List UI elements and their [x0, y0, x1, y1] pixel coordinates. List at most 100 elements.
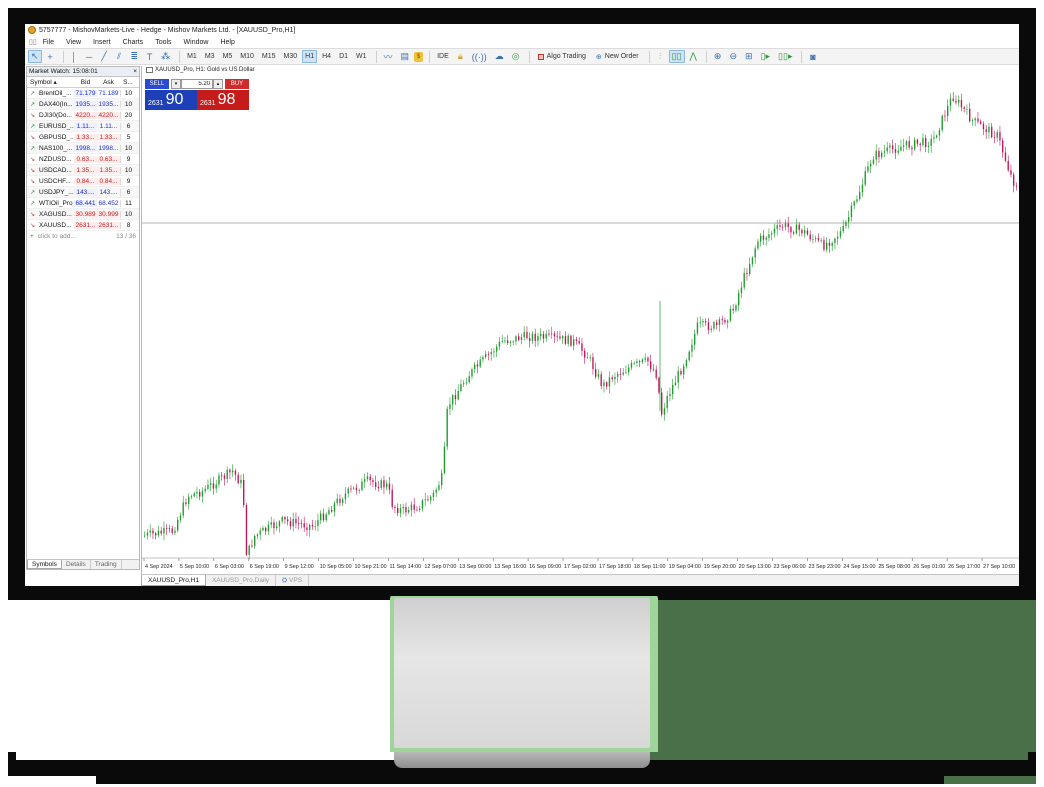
tab-symbols[interactable]: Symbols — [27, 560, 62, 569]
lot-increase-button[interactable]: ▴ — [213, 79, 223, 89]
indicators-icon[interactable]: 〰 — [383, 52, 393, 62]
buy-button[interactable]: BUY — [225, 79, 249, 89]
timeframe-h1-button[interactable]: H1 — [302, 50, 318, 63]
tab-trading[interactable]: Trading — [91, 560, 122, 569]
window-menu-icon[interactable]: ▯▯ — [29, 39, 37, 46]
column-bid[interactable]: Bid — [80, 78, 91, 86]
tab-vps[interactable]: ⛭ VPS — [276, 575, 310, 586]
candle-body — [848, 217, 850, 222]
horizontal-line-icon[interactable]: ─ — [85, 51, 93, 62]
candle-body — [201, 491, 204, 497]
menu-view[interactable]: View — [66, 38, 82, 46]
lot-decrease-button[interactable]: ▾ — [171, 79, 181, 89]
table-row[interactable]: ↘ GBPUSD_... 1.33... 1.33... 5 — [27, 132, 139, 143]
table-row[interactable]: ↗ USDJPY_... 143.... 143.... 6 — [27, 187, 139, 198]
objects-icon[interactable]: $ — [414, 51, 424, 62]
channel-icon[interactable]: ⫽ — [117, 51, 122, 61]
menu-help[interactable]: Help — [220, 38, 235, 46]
candle-body — [782, 226, 784, 228]
fibonacci-icon[interactable]: ≣ — [130, 51, 139, 61]
signal-icon[interactable]: ((·)) — [471, 51, 487, 62]
table-row[interactable]: ↗ DAX40(In... 1935... 1935... 10 — [27, 99, 139, 110]
candle-body — [531, 333, 534, 341]
candle-body — [584, 350, 586, 358]
crosshair-icon[interactable]: + — [47, 51, 53, 62]
timeframe-w1-button[interactable]: W1 — [356, 53, 367, 60]
buy-price-box[interactable]: 2631 98 — [197, 90, 249, 110]
line-chart-icon[interactable]: ⋀ — [689, 51, 697, 61]
close-icon[interactable]: × — [133, 68, 137, 75]
candle-body — [771, 233, 773, 235]
candle-body — [870, 163, 872, 167]
menu-tools[interactable]: Tools — [155, 38, 172, 46]
table-row[interactable]: ↘ USDCAD... 1.35... 1.35... 10 — [27, 165, 139, 176]
table-row[interactable]: ↗ NAS100_... 1998... 1998... 10 — [27, 143, 139, 154]
candle-body — [633, 362, 635, 364]
symbol-cell: ↗ DAX40(In... — [30, 100, 73, 108]
timeframe-m3-button[interactable]: M3 — [204, 53, 215, 60]
candlestick-icon[interactable]: ▯▯ — [668, 50, 685, 63]
candle-body — [443, 446, 446, 474]
zoom-out-icon[interactable]: ⊖ — [729, 51, 738, 61]
table-row[interactable]: ↘ DJI30(Do... 4220... 4220... 20 — [27, 110, 139, 121]
sell-price-box[interactable]: 2631 90 — [145, 90, 197, 110]
chart-shift-icon[interactable]: ▯▯▸ — [778, 51, 793, 61]
tab-chart-h1[interactable]: XAUUSD_Pro,H1 — [141, 575, 206, 586]
chart-window[interactable]: 4 Sep 2024 5 Sep 10:00 6 Sep 03:00 6 Sep 19… — [141, 66, 1019, 574]
price-chart[interactable]: 4 Sep 2024 5 Sep 10:00 6 Sep 03:00 6 Sep 19… — [142, 66, 1019, 574]
table-row[interactable]: ↘ XAUUSD... 2631... 2631... 8 — [27, 220, 139, 231]
sell-button[interactable]: SELL — [145, 79, 169, 89]
timeframe-m10-button[interactable]: M10 — [240, 53, 254, 60]
zoom-in-icon[interactable]: ⊕ — [713, 51, 722, 61]
candle-body — [644, 357, 646, 360]
shapes-icon[interactable]: ⁂ — [161, 51, 171, 61]
app-logo-icon — [28, 26, 36, 34]
menu-insert[interactable]: Insert — [93, 38, 111, 46]
screenshot-icon[interactable]: ◙ — [810, 51, 816, 62]
menu-charts[interactable]: Charts — [122, 38, 144, 46]
tab-chart-daily[interactable]: XAUUSD_Pro,Daily — [206, 575, 277, 586]
column-spread[interactable]: S... — [123, 78, 133, 86]
timeframe-d1-button[interactable]: D1 — [339, 53, 349, 60]
new-order-button[interactable]: ⊕ New Order — [592, 50, 643, 63]
vertical-line-icon[interactable]: │ — [71, 51, 77, 62]
tile-windows-icon[interactable]: ⊞ — [745, 51, 753, 61]
time-label: 11 Sep 14:00 — [389, 564, 421, 570]
candle-body — [710, 328, 712, 331]
autoscroll-icon[interactable]: ▯▸ — [760, 51, 771, 61]
bar-chart-icon[interactable]: ⫶ — [658, 51, 662, 61]
candle-body — [166, 527, 168, 529]
lock-icon[interactable]: 🔒︎ — [457, 51, 463, 61]
table-row[interactable]: ↗ WTIOil_Pro 68.441 68.452 11 — [27, 198, 139, 209]
tab-details[interactable]: Details — [62, 560, 91, 569]
candle-body — [317, 520, 319, 527]
cloud-icon[interactable]: ☁ — [494, 51, 504, 61]
table-row[interactable]: ↘ XAGUSD... 30.989 30.999 10 — [27, 209, 139, 220]
timeframe-m30-button[interactable]: M30 — [283, 53, 298, 60]
timeframe-m15-button[interactable]: M15 — [261, 53, 276, 60]
column-ask[interactable]: Ask — [103, 78, 114, 86]
menu-file[interactable]: File — [42, 38, 54, 46]
algo-trading-button[interactable]: Algo Trading — [534, 50, 590, 63]
timeframe-m5-button[interactable]: M5 — [222, 53, 233, 60]
cursor-tool-icon[interactable]: ↖ — [28, 50, 42, 63]
table-row[interactable]: ↘ NZDUSD... 0.63... 0.63... 9 — [27, 154, 139, 165]
timeframe-h4-button[interactable]: H4 — [322, 53, 332, 60]
globe-icon[interactable]: ◎ — [511, 51, 520, 61]
ide-button[interactable]: IDE — [437, 53, 449, 60]
table-row[interactable]: ↗ BrentOil_... 71.179 71.189 10 — [27, 88, 139, 99]
templates-icon[interactable]: ▤ — [400, 51, 410, 61]
table-row[interactable]: ↗ EURUSD_... 1.11... 1.11... 6 — [27, 121, 139, 132]
add-symbol-row[interactable]: + click to add... 13 / 36 — [27, 231, 139, 242]
trendline-icon[interactable]: ╱ — [101, 51, 107, 61]
text-tool-icon[interactable]: T — [146, 51, 153, 62]
timeframe-m1-button[interactable]: M1 — [187, 53, 197, 60]
candle-body — [182, 502, 184, 516]
candle-body — [1013, 174, 1015, 186]
table-row[interactable]: ↘ USDCHF... 0.84... 0.84... 9 — [27, 176, 139, 187]
menu-window[interactable]: Window — [183, 38, 209, 46]
candle-body — [655, 369, 657, 378]
column-symbol[interactable]: Symbol ▴ — [30, 79, 57, 86]
lot-size-input[interactable] — [181, 79, 213, 89]
